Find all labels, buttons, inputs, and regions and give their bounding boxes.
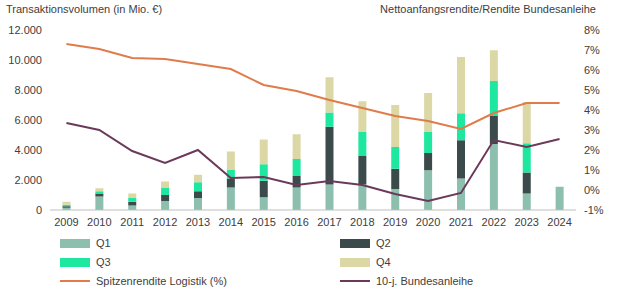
- svg-text:4.000: 4.000: [14, 144, 42, 156]
- html-text:Q2: Q2: [376, 237, 391, 249]
- svg-text:2010: 2010: [87, 216, 111, 228]
- svg-text:2022: 2022: [482, 216, 506, 228]
- svg-text:2021: 2021: [449, 216, 473, 228]
- svg-text:2011: 2011: [120, 216, 144, 228]
- svg-text:2024: 2024: [547, 216, 571, 228]
- svg-text:8%: 8%: [584, 24, 600, 36]
- svg-text:4%: 4%: [584, 104, 600, 116]
- svg-text:2023: 2023: [514, 216, 538, 228]
- svg-text:1%: 1%: [584, 164, 600, 176]
- html-text:Nettoanfangsrendite/Rendite Bu: Nettoanfangsrendite/Rendite Bundesanleih…: [380, 3, 596, 15]
- svg-text:2016: 2016: [284, 216, 308, 228]
- svg-text:12.000: 12.000: [8, 24, 42, 36]
- svg-text:2014: 2014: [219, 216, 243, 228]
- html-text:Spitzenrendite Logistik (%): Spitzenrendite Logistik (%): [96, 275, 227, 287]
- svg-text:2%: 2%: [584, 144, 600, 156]
- html-text:Transaktionsvolumen (in Mio. €: Transaktionsvolumen (in Mio. €): [6, 3, 163, 15]
- html-text:Q1: Q1: [96, 237, 111, 249]
- svg-text:2019: 2019: [383, 216, 407, 228]
- html-text:Q3: Q3: [96, 256, 111, 268]
- svg-text:5%: 5%: [584, 84, 600, 96]
- svg-text:2012: 2012: [153, 216, 177, 228]
- svg-text:8.000: 8.000: [14, 84, 42, 96]
- svg-text:2013: 2013: [186, 216, 210, 228]
- html-text:10-j. Bundesanleihe: 10-j. Bundesanleihe: [376, 275, 474, 287]
- svg-text:2015: 2015: [251, 216, 275, 228]
- html-text:Q4: Q4: [376, 256, 391, 268]
- svg-text:2020: 2020: [416, 216, 440, 228]
- svg-text:2018: 2018: [350, 216, 374, 228]
- svg-text:0: 0: [36, 204, 42, 216]
- svg-text:7%: 7%: [584, 44, 600, 56]
- svg-text:0%: 0%: [584, 184, 600, 196]
- svg-text:10.000: 10.000: [8, 54, 42, 66]
- svg-text:6.000: 6.000: [14, 114, 42, 126]
- svg-text:2017: 2017: [317, 216, 341, 228]
- svg-text:3%: 3%: [584, 124, 600, 136]
- svg-text:2.000: 2.000: [14, 174, 42, 186]
- svg-text:6%: 6%: [584, 64, 600, 76]
- svg-text:-1%: -1%: [584, 204, 604, 216]
- svg-text:2009: 2009: [54, 216, 78, 228]
